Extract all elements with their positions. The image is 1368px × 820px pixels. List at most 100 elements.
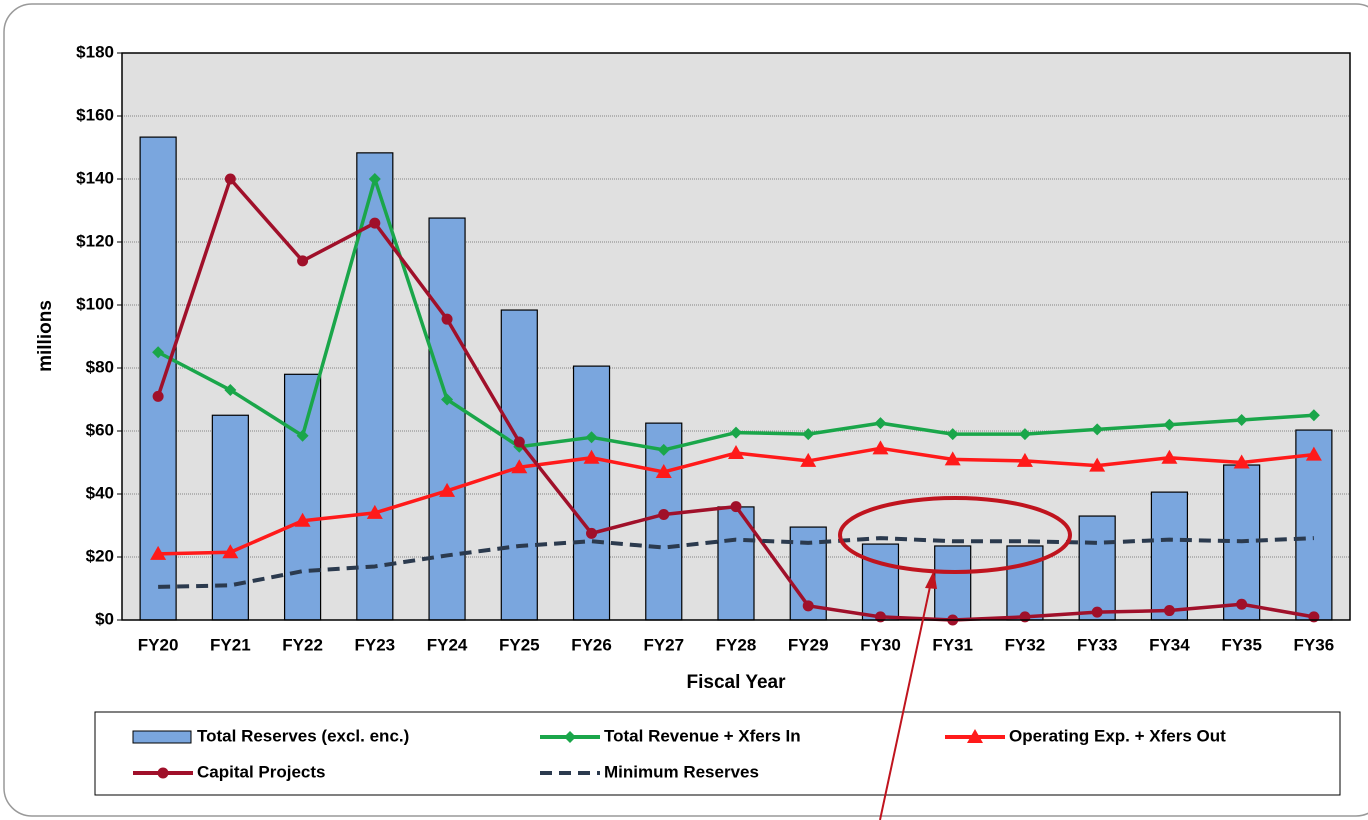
- marker: [294, 512, 311, 527]
- x-tick-label: FY29: [788, 635, 829, 654]
- marker: [1016, 452, 1033, 467]
- marker: [513, 436, 525, 448]
- arrow-head: [925, 570, 937, 589]
- y-tick-label: $60: [86, 420, 114, 439]
- marker: [152, 346, 165, 359]
- marker: [728, 445, 744, 460]
- plot-border: [121, 52, 1351, 621]
- marker: [1018, 428, 1031, 441]
- bar: [139, 136, 177, 621]
- annotation-arrow: [879, 581, 932, 820]
- marker: [1163, 605, 1175, 617]
- bar: [1078, 515, 1116, 621]
- marker: [368, 173, 381, 185]
- x-axis-label: Fiscal Year: [687, 672, 787, 693]
- x-tick-label: FY26: [571, 635, 612, 654]
- marker: [946, 428, 959, 441]
- x-tick-label: FY28: [716, 635, 757, 654]
- x-tick-label: FY21: [210, 635, 251, 654]
- marker: [441, 393, 454, 406]
- marker: [222, 544, 239, 559]
- marker: [1236, 598, 1248, 610]
- bar: [1295, 429, 1333, 621]
- marker: [1235, 413, 1248, 426]
- marker: [944, 451, 961, 466]
- marker: [511, 459, 528, 474]
- x-tick-label: FY20: [138, 635, 179, 654]
- bar: [283, 373, 322, 621]
- x-tick-label: FY27: [643, 635, 684, 654]
- x-tick-label: FY23: [355, 635, 396, 654]
- marker: [564, 731, 576, 743]
- marker: [655, 463, 672, 478]
- marker: [296, 429, 309, 442]
- frame: [3, 3, 1368, 817]
- marker: [657, 443, 670, 456]
- legend-label: Minimum Reserves: [604, 762, 759, 781]
- bar: [211, 414, 249, 621]
- marker: [1305, 446, 1322, 461]
- marker: [439, 482, 456, 497]
- marker: [967, 729, 983, 743]
- marker: [152, 390, 164, 402]
- bar: [934, 545, 972, 621]
- marker: [585, 431, 598, 444]
- marker: [1089, 457, 1106, 472]
- marker: [441, 313, 453, 325]
- bar: [861, 543, 900, 621]
- y-tick-label: $180: [76, 42, 114, 61]
- x-tick-label: FY22: [282, 635, 323, 654]
- x-tick-label: FY33: [1077, 635, 1118, 654]
- marker: [1307, 409, 1320, 422]
- marker: [583, 449, 600, 464]
- x-tick-label: FY25: [499, 635, 540, 654]
- marker: [1091, 423, 1104, 436]
- bar: [572, 365, 611, 621]
- bar: [1150, 491, 1189, 621]
- marker: [366, 504, 383, 519]
- x-tick-label: FY31: [932, 635, 973, 654]
- marker: [586, 527, 598, 539]
- marker: [1233, 454, 1250, 469]
- marker: [150, 545, 167, 560]
- marker: [800, 452, 817, 467]
- y-tick-label: $20: [86, 546, 114, 565]
- bar: [645, 422, 683, 621]
- y-tick-label: $160: [76, 105, 114, 124]
- y-tick-label: $140: [76, 168, 114, 187]
- bar: [428, 217, 466, 621]
- marker: [1163, 418, 1176, 431]
- y-tick-label: $100: [76, 294, 114, 313]
- line: [158, 536, 1314, 589]
- marker: [224, 173, 236, 185]
- y-axis-label: millions: [35, 300, 56, 372]
- x-tick-label: FY35: [1221, 635, 1262, 654]
- x-tick-label: FY24: [427, 635, 468, 654]
- y-tick-label: $40: [86, 483, 114, 502]
- marker: [802, 600, 814, 612]
- legend-swatch: [132, 730, 192, 744]
- marker: [157, 767, 169, 779]
- x-tick-label: FY36: [1294, 635, 1335, 654]
- marker: [802, 428, 815, 441]
- legend-label: Capital Projects: [197, 762, 326, 781]
- marker: [658, 508, 670, 520]
- marker: [1161, 449, 1178, 464]
- x-tick-label: FY34: [1149, 635, 1190, 654]
- marker: [730, 426, 742, 439]
- y-tick-label: $120: [76, 231, 114, 250]
- legend: Total Reserves (excl. enc.) Total Revenue…: [132, 726, 1226, 781]
- highlight-ellipse: [838, 496, 1072, 574]
- marker: [730, 501, 742, 513]
- y-tick-label: $0: [95, 609, 114, 628]
- lines: [150, 173, 1322, 626]
- marker: [224, 384, 237, 397]
- marker: [369, 217, 381, 229]
- y-tick-label: $80: [86, 357, 114, 376]
- marker: [874, 417, 887, 430]
- legend-label: Total Revenue + Xfers In: [604, 726, 801, 745]
- x-tick-label: FY30: [860, 635, 901, 654]
- marker: [872, 440, 889, 455]
- legend-label: Operating Exp. + Xfers Out: [1009, 726, 1226, 745]
